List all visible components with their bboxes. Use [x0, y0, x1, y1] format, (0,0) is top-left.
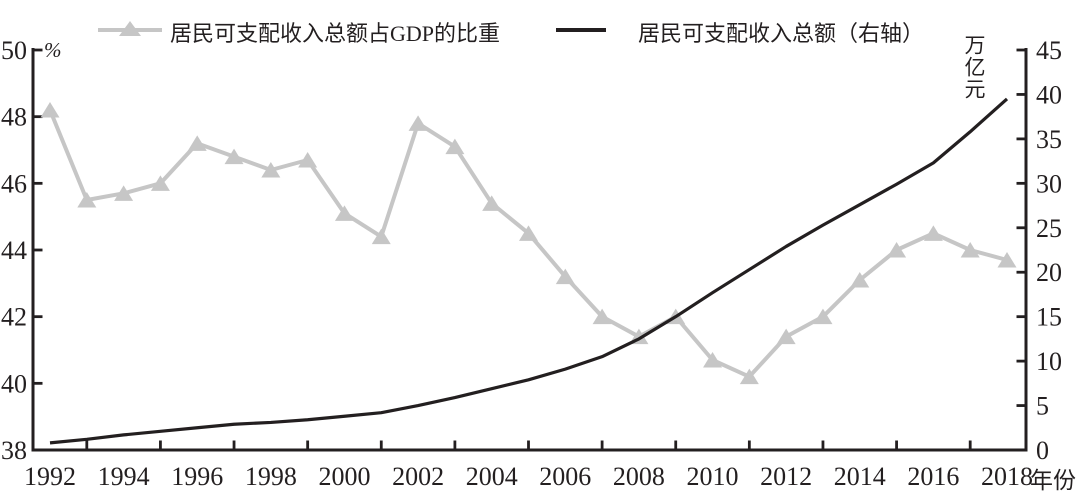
triangle-marker	[187, 135, 207, 151]
triangle-line-marker-icon	[98, 21, 162, 38]
right-axis-tick-label: 5	[1036, 392, 1049, 421]
triangle-marker	[703, 352, 723, 368]
left-axis-tick-label: 46	[1, 169, 27, 198]
triangle-marker	[813, 308, 833, 325]
right-axis-tick-label: 25	[1036, 214, 1062, 243]
triangle-marker	[371, 228, 391, 245]
right-axis-tick-label: 30	[1036, 169, 1062, 198]
right-axis-tick-label: 40	[1036, 80, 1062, 109]
triangle-marker	[776, 328, 796, 345]
right-axis-unit-label: 万亿元	[962, 34, 987, 100]
x-axis-tick-label: 2014	[834, 462, 886, 491]
x-axis-tick-label: 1998	[245, 462, 297, 491]
x-axis-tick-label: 2012	[760, 462, 812, 491]
left-axis-tick-label: 42	[1, 303, 27, 332]
right-axis-tick-label: 0	[1036, 436, 1049, 465]
triangle-marker	[334, 205, 354, 221]
x-axis-tick-label: 1992	[24, 462, 76, 491]
triangle-marker	[40, 102, 60, 118]
triangle-marker	[261, 162, 281, 178]
x-axis-tick-label: 2010	[687, 462, 739, 491]
x-axis-tick-label: 2004	[466, 462, 518, 491]
triangle-marker	[592, 308, 612, 325]
x-axis-tick-label: 2008	[613, 462, 665, 491]
triangle-marker	[150, 175, 170, 191]
triangle-marker	[77, 192, 97, 208]
x-axis-tick-label: 2000	[318, 462, 370, 491]
legend-label-total-income: 居民可支配收入总额（右轴）	[638, 21, 925, 46]
triangle-marker	[887, 242, 907, 258]
x-axis-tick-label: 2016	[907, 462, 959, 491]
triangle-marker	[923, 225, 943, 241]
x-axis-tick-label: 2018	[981, 462, 1033, 491]
axis-ticks	[33, 48, 1026, 452]
left-axis-tick-label: 38	[1, 436, 27, 465]
right-axis-tick-label: 20	[1036, 258, 1062, 287]
triangle-marker	[298, 152, 318, 168]
triangle-marker	[555, 268, 575, 285]
left-axis-tick-label: 44	[1, 236, 27, 265]
triangle-marker	[850, 272, 870, 288]
series-gdp-share	[40, 102, 1017, 385]
legend-label-gdp-share: 居民可支配收入总额占GDP的比重	[170, 21, 501, 46]
right-axis-tick-label: 35	[1036, 125, 1062, 154]
triangle-marker	[114, 185, 134, 201]
triangle-marker	[519, 225, 538, 241]
left-axis-unit-label: %	[44, 38, 62, 62]
x-axis-tick-label: 1994	[98, 462, 150, 491]
line-marker-icon	[556, 22, 606, 38]
triangle-marker	[960, 242, 980, 258]
triangle-marker	[997, 252, 1017, 268]
triangle-marker	[408, 115, 428, 131]
axis-spines	[31, 48, 1028, 452]
right-axis-tick-label: 10	[1036, 347, 1062, 376]
triangle-marker	[739, 368, 759, 385]
x-axis-title: 年份	[1030, 468, 1076, 493]
x-axis-tick-label: 2002	[392, 462, 444, 491]
triangle-marker	[224, 148, 244, 165]
x-axis-tick-label: 2006	[539, 462, 591, 491]
left-axis-tick-label: 48	[1, 103, 27, 132]
left-axis-tick-label: 40	[1, 369, 27, 398]
right-axis-tick-label: 15	[1036, 303, 1062, 332]
right-axis-tick-label: 45	[1036, 36, 1062, 65]
triangle-marker	[482, 195, 502, 211]
triangle-marker	[445, 138, 465, 155]
x-axis-tick-label: 1996	[171, 462, 223, 491]
left-axis-tick-label: 50	[1, 36, 27, 65]
total-income-line	[49, 97, 1009, 445]
